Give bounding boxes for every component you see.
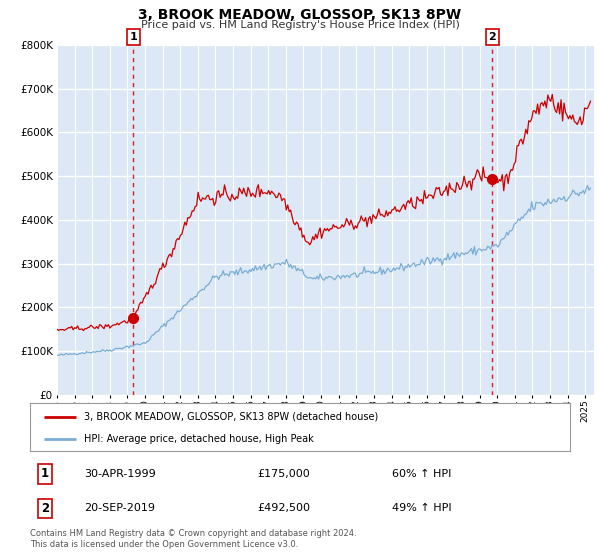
Text: £175,000: £175,000 [257,469,310,479]
Text: 1: 1 [130,32,137,42]
Text: 1: 1 [41,467,49,480]
Text: 49% ↑ HPI: 49% ↑ HPI [392,503,451,514]
Text: Price paid vs. HM Land Registry's House Price Index (HPI): Price paid vs. HM Land Registry's House … [140,20,460,30]
Text: 3, BROOK MEADOW, GLOSSOP, SK13 8PW: 3, BROOK MEADOW, GLOSSOP, SK13 8PW [139,8,461,22]
Text: 3, BROOK MEADOW, GLOSSOP, SK13 8PW (detached house): 3, BROOK MEADOW, GLOSSOP, SK13 8PW (deta… [84,412,378,422]
Text: 20-SEP-2019: 20-SEP-2019 [84,503,155,514]
Text: 2: 2 [488,32,496,42]
Text: £492,500: £492,500 [257,503,310,514]
Text: 60% ↑ HPI: 60% ↑ HPI [392,469,451,479]
Text: 30-APR-1999: 30-APR-1999 [84,469,156,479]
Text: Contains HM Land Registry data © Crown copyright and database right 2024.
This d: Contains HM Land Registry data © Crown c… [30,529,356,549]
Text: HPI: Average price, detached house, High Peak: HPI: Average price, detached house, High… [84,434,314,444]
Text: 2: 2 [41,502,49,515]
